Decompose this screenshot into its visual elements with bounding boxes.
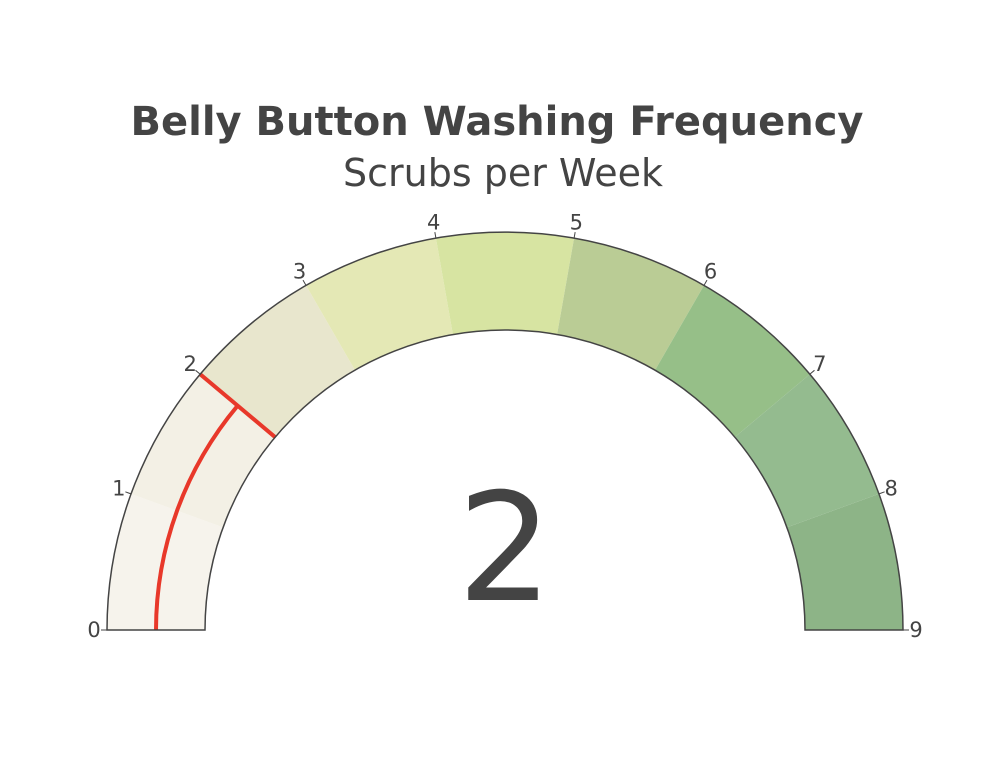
gauge-tick-mark-5 [573, 232, 576, 239]
gauge-tick-mark-7 [809, 369, 815, 375]
gauge-border [106, 231, 904, 631]
gauge-tick-mark-6 [703, 279, 708, 286]
gauge-band-6 [655, 285, 810, 438]
gauge-band-7 [734, 374, 879, 528]
gauge-value-number: 2 [457, 462, 552, 636]
gauge-band-1 [131, 374, 276, 528]
gauge-tick-label-5: 5 [570, 210, 583, 234]
gauge-value-bar [154, 372, 277, 631]
gauge-band-8 [786, 493, 903, 630]
gauge-outline [106, 231, 904, 631]
gauge-tick-label-9: 9 [909, 618, 922, 642]
gauge-tick-mark-1 [125, 491, 132, 495]
gauge-value-arc [154, 404, 240, 631]
chart-title: Belly Button Washing Frequency [131, 99, 864, 145]
chart-subtitle: Scrubs per Week [343, 151, 663, 195]
gauge-bands [107, 232, 903, 630]
gauge-tick-label-7: 7 [813, 352, 826, 376]
gauge-tick-label-8: 8 [885, 476, 898, 500]
gauge-tick-label-2: 2 [183, 352, 196, 376]
gauge-threshold-line [198, 372, 277, 439]
gauge-tick-label-1: 1 [112, 476, 125, 500]
gauge-tick-label-6: 6 [704, 259, 717, 283]
gauge-tick-mark-3 [302, 279, 307, 286]
gauge-tick-label-0: 0 [87, 618, 100, 642]
gauge-tick-mark-8 [878, 491, 885, 495]
gauge-ticks: 0 1 2 3 4 5 6 7 8 9 [87, 210, 922, 642]
gauge-tick-mark-2 [195, 369, 201, 375]
gauge-tick-mark-4 [434, 232, 437, 239]
gauge-band-4 [435, 232, 575, 335]
gauge-band-5 [557, 238, 704, 371]
gauge-tick-label-4: 4 [427, 210, 440, 234]
gauge-tick-label-3: 3 [293, 259, 306, 283]
gauge-band-2 [200, 285, 355, 438]
gauge-band-3 [306, 238, 453, 371]
gauge-band-0 [107, 493, 224, 630]
